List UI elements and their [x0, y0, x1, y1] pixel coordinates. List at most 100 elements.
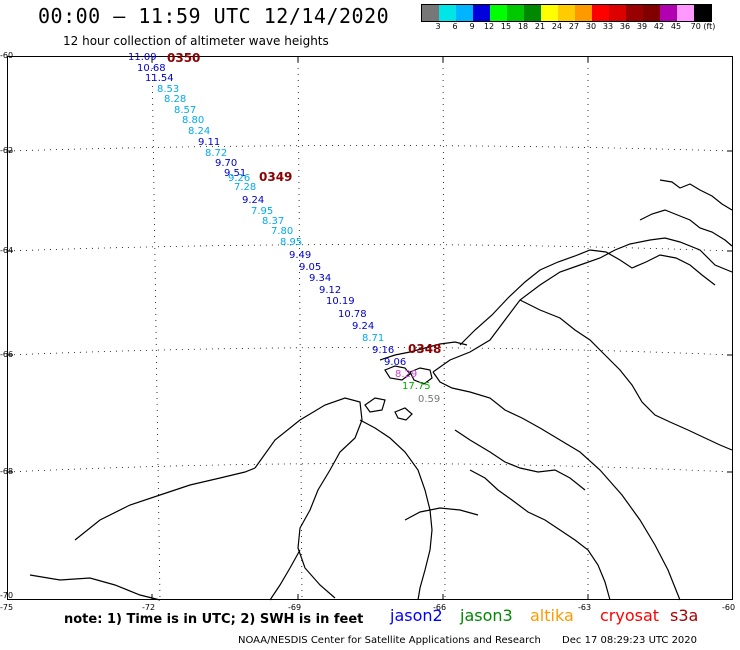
- swh-value-label: 8.80: [182, 115, 204, 126]
- swh-value-label: 9.51: [224, 168, 246, 179]
- swh-value-label: 7.95: [251, 206, 273, 217]
- longitude-label: -72: [142, 603, 156, 612]
- colorbar-swatch: [609, 5, 626, 21]
- longitude-label: -66: [433, 603, 447, 612]
- timestamp: Dec 17 08:29:23 UTC 2020: [562, 635, 698, 646]
- legend-item-altika: altika: [530, 606, 574, 625]
- swh-value-label: 8.72: [205, 148, 227, 159]
- colorbar-label: 24: [551, 22, 563, 31]
- swh-value-label: 8.95: [280, 237, 302, 248]
- colorbar-swatch: [456, 5, 473, 21]
- coastline-alexander-island: [29, 397, 479, 601]
- swh-value-label: 11.54: [145, 73, 174, 84]
- swh-value-label: 8.37: [262, 216, 284, 227]
- colorbar-label: 36: [619, 22, 631, 31]
- colorbar-label: 9: [469, 22, 475, 31]
- coastline-antarctic-peninsula: [379, 179, 733, 601]
- longitude-label: -69: [288, 603, 302, 612]
- colorbar-swatch: [592, 5, 609, 21]
- coastline-south-shetland-islands: [364, 365, 433, 421]
- swh-value-label: 9.05: [299, 262, 321, 273]
- colorbar-swatch: [524, 5, 541, 21]
- colorbar-swatch: [422, 5, 439, 21]
- swh-value-label: 0.59: [418, 394, 440, 405]
- latitude-label: -62: [0, 146, 14, 155]
- legend-item-s3a: s3a: [670, 606, 699, 625]
- latitude-label: -70: [0, 591, 14, 600]
- colorbar-label: 18: [517, 22, 529, 31]
- swh-value-label: 8.57: [174, 105, 196, 116]
- wave-height-colorbar: [421, 4, 712, 22]
- legend-item-jason2: jason2: [390, 606, 443, 625]
- colorbar-swatch: [626, 5, 643, 21]
- colorbar-swatch: [575, 5, 592, 21]
- latitude-label: -66: [0, 350, 14, 359]
- legend-item-jason3: jason3: [460, 606, 513, 625]
- pass-number-label: 0349: [259, 170, 292, 184]
- colorbar-swatch: [643, 5, 660, 21]
- swh-value-label: 7.28: [234, 182, 256, 193]
- colorbar-swatch: [558, 5, 575, 21]
- satellite-track-values: 11.0910.6811.548.538.288.578.808.249.118…: [128, 52, 440, 405]
- longitude-label: -75: [0, 603, 14, 612]
- graticule: [7, 55, 733, 601]
- longitude-label: -60: [722, 603, 736, 612]
- swh-value-label: 9.16: [372, 345, 394, 356]
- footer-note: note: 1) Time is in UTC; 2) SWH is in fe…: [64, 612, 364, 627]
- colorbar-label: 39: [636, 22, 648, 31]
- swh-value-label: 9.06: [384, 357, 406, 368]
- credit-text: NOAA/NESDIS Center for Satellite Applica…: [238, 635, 541, 646]
- colorbar-label: 21: [534, 22, 546, 31]
- colorbar-swatch: [677, 5, 694, 21]
- swh-value-label: 9.34: [309, 273, 331, 284]
- longitude-label: -63: [578, 603, 592, 612]
- legend-item-cryosat: cryosat: [600, 606, 660, 625]
- colorbar-swatch: [660, 5, 677, 21]
- colorbar-swatch: [541, 5, 558, 21]
- swh-value-label: 7.80: [271, 226, 293, 237]
- swh-value-label: 11.09: [128, 52, 157, 63]
- swh-value-label: 9.12: [319, 285, 341, 296]
- swh-value-label: 10.68: [137, 63, 166, 74]
- swh-value-label: 10.19: [326, 296, 355, 307]
- colorbar-label: 27: [568, 22, 580, 31]
- colorbar-swatch: [439, 5, 456, 21]
- colorbar-swatch: [507, 5, 524, 21]
- colorbar-label: 30: [585, 22, 597, 31]
- pass-number-label: 0350: [167, 51, 200, 65]
- latitude-label: -68: [0, 467, 14, 476]
- pass-labels: 0350 0349 0348: [167, 51, 441, 356]
- colorbar-label: 45: [670, 22, 682, 31]
- swh-value-label: 8.29: [395, 369, 417, 380]
- swh-value-label: 10.78: [338, 309, 367, 320]
- latitude-label: -60: [0, 51, 14, 60]
- map-title: 00:00 – 11:59 UTC 12/14/2020: [38, 4, 390, 28]
- colorbar-label: 15: [500, 22, 512, 31]
- swh-value-label: 8.28: [164, 94, 186, 105]
- colorbar-label: 42: [653, 22, 665, 31]
- swh-value-label: 8.53: [157, 84, 179, 95]
- colorbar-label: 12: [483, 22, 495, 31]
- swh-value-label: 8.24: [188, 126, 210, 137]
- swh-value-label: 9.11: [198, 137, 220, 148]
- colorbar-swatch: [473, 5, 490, 21]
- colorbar-label: 3: [435, 22, 441, 31]
- colorbar-swatch: [490, 5, 507, 21]
- swh-value-label: 9.70: [215, 158, 237, 169]
- swh-value-label: 8.71: [362, 333, 384, 344]
- swh-value-label: 17.75: [402, 381, 431, 392]
- swh-value-label: 9.26: [228, 173, 250, 184]
- swh-value-label: 9.24: [242, 195, 264, 206]
- swh-value-label: 9.24: [352, 321, 374, 332]
- map-subtitle: 12 hour collection of altimeter wave hei…: [63, 34, 329, 48]
- colorbar-label: 33: [602, 22, 614, 31]
- swh-value-label: 9.49: [289, 250, 311, 261]
- map-frame: [7, 56, 733, 600]
- colorbar-label: 6: [452, 22, 458, 31]
- latitude-label: -64: [0, 246, 14, 255]
- colorbar-swatch: [694, 5, 711, 21]
- credit-line: NOAA/NESDIS Center for Satellite Applica…: [238, 635, 697, 646]
- colorbar-label: 70 (ft): [690, 22, 716, 31]
- pass-number-label: 0348: [408, 342, 441, 356]
